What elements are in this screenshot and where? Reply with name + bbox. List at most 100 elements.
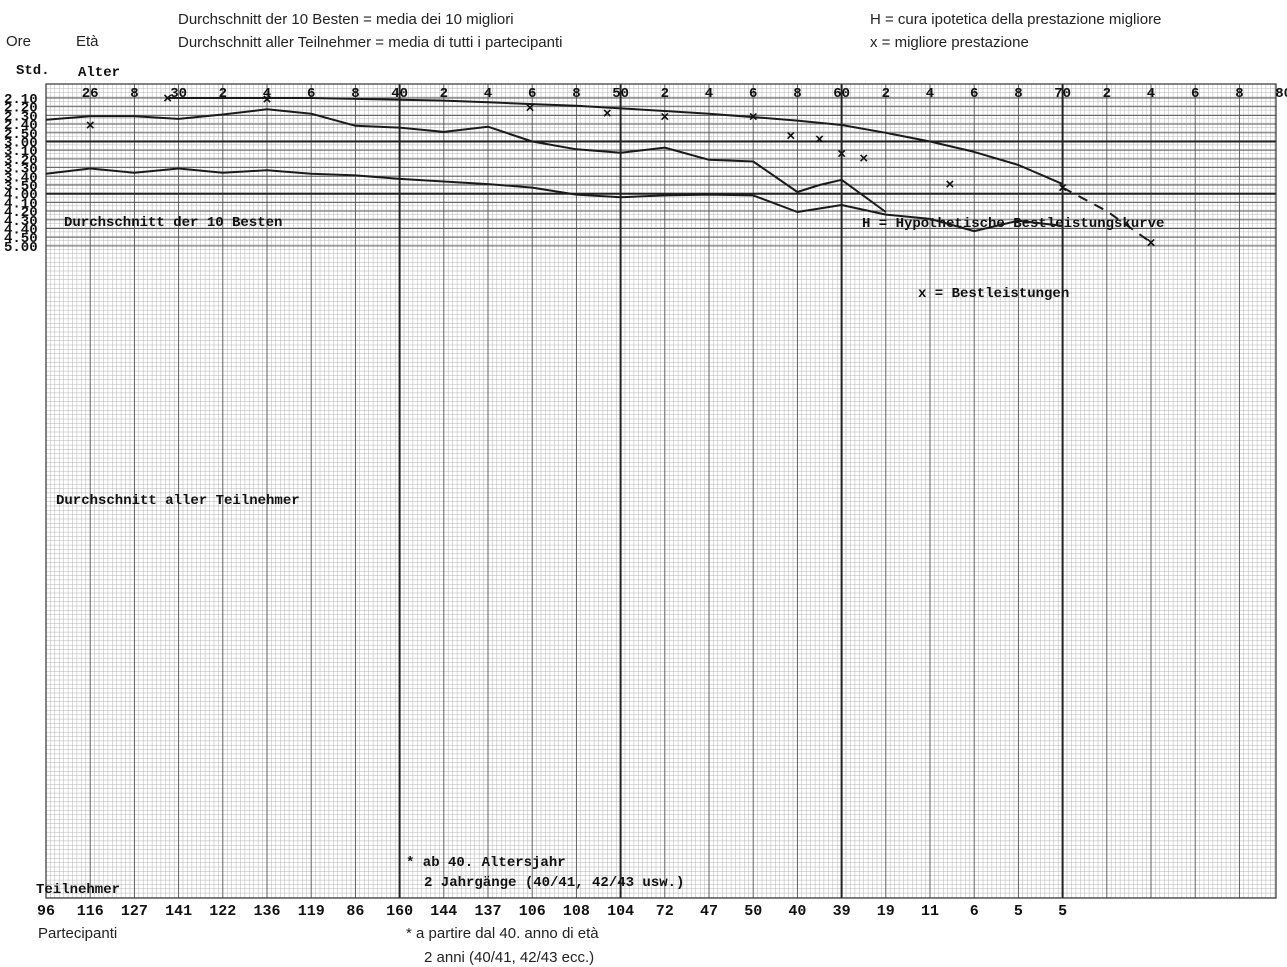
participant-count: 104 [607,903,634,920]
age-tick-label: 2 [882,86,890,102]
age-tick-label: 8 [572,86,580,102]
participant-count: 122 [209,903,236,920]
participant-count: 96 [37,903,55,920]
age-tick-label: 6 [528,86,536,102]
best-performance-marker: × [837,147,846,164]
y-tick-label: 3.20 [4,153,38,169]
participant-count: 106 [519,903,546,920]
series-all-participants-line [45,167,1063,233]
participant-count: 40 [788,903,806,920]
participant-count: 136 [253,903,280,920]
series-best-10-line [45,108,887,213]
participant-count: 19 [877,903,895,920]
footnote-de-2: 2 Jahrgänge (40/41, 42/43 usw.) [424,875,684,891]
best-performance-marker: × [163,91,172,108]
age-tick-label: 70 [1054,86,1071,102]
best-performance-marker: × [1058,181,1067,198]
label-all-participants: Durchschnitt aller Teilnehmer [56,493,300,509]
participant-count: 6 [970,903,979,920]
participant-count: 11 [921,903,939,920]
legend-x-line: x = migliore prestazione [870,34,1029,51]
y-tick-label: 3.50 [4,179,38,195]
footnote-it-2: 2 anni (40/41, 42/43 ecc.) [424,949,594,966]
y-tick-label: 3.40 [4,170,38,186]
age-tick-label: 4 [705,86,713,102]
participant-count: 50 [744,903,762,920]
age-tick-label: 8 [1235,86,1243,102]
participant-count: 144 [430,903,457,920]
best-performance-marker: × [859,151,868,168]
y-tick-label: 3.30 [4,162,38,178]
age-tick-label: 6 [749,86,757,102]
fine-grid-lines [45,83,1276,898]
best-performance-marker: × [749,109,758,126]
best-performance-marker: × [945,177,954,194]
y-header-de: Std. [16,63,50,79]
participant-counts: 96 116 127 141 122 136 119 86 160 144 137 106 108 104… [37,903,1067,920]
age-tick-label: 8 [130,86,138,102]
series-hypothetical-curve [167,97,1063,186]
participant-count: 86 [346,903,364,920]
age-tick-label: 8 [793,86,801,102]
age-tick-label: 80 [1275,86,1287,102]
age-tick-label: 4 [1147,86,1155,102]
age-tick-label: 6 [970,86,978,102]
y-tick-label: 3.10 [4,144,38,160]
y-tick-label: 2.10 [4,92,38,108]
y-tick-label: 4.50 [4,231,38,247]
participant-count: 39 [833,903,851,920]
participant-count: 116 [77,903,104,920]
y-tick-label: 4.30 [4,214,38,230]
y-tick-label: 2.30 [4,109,38,125]
age-tick-label: 6 [307,86,315,102]
y-tick-label: 5.00 [4,240,38,256]
fine-grid [45,83,1276,898]
major-grid-lines [46,84,1276,898]
participant-count: 160 [386,903,413,920]
y-tick-label: 4.20 [4,205,38,221]
participants-label-de: Teilnehmer [36,882,120,898]
y-tick-label: 4.00 [4,188,38,204]
best-performance-marker: × [786,128,795,145]
participant-count: 127 [121,903,148,920]
best-performance-marker: × [86,118,95,135]
participant-count: 5 [1058,903,1067,920]
y-tick-label: 4.40 [4,223,38,239]
y-tick-label: 2.40 [4,118,38,134]
age-tick-label: 2 [661,86,669,102]
major-grid [45,83,1277,899]
age-tick-label: 26 [82,86,99,102]
footnote-de-1: * ab 40. Altersjahr [406,855,566,871]
y-tick-label: 4.10 [4,196,38,212]
participant-count: 119 [298,903,325,920]
best-performance-marker: × [603,106,612,123]
age-tick-label: 2 [440,86,448,102]
age-tick-label: 4 [484,86,492,102]
best-performance-markers: × × × × × × × × × × × × × × [86,91,1156,252]
y-tick-label: 3.00 [4,136,38,152]
label-best-10: Durchschnitt der 10 Besten [64,215,282,231]
participant-count: 137 [474,903,501,920]
best-performance-marker: × [262,92,271,109]
age-header-de: Alter [78,65,120,81]
best-performance-marker: × [525,101,534,118]
age-tick-label: 4 [926,86,934,102]
age-tick-label: 50 [612,86,629,102]
y-tick-label: 2.20 [4,101,38,117]
legend-line-2: Durchschnitt aller Teilnehmer = media di… [178,34,563,51]
label-hypothetical: H = Hypothetische Bestleistungskurve [862,216,1164,232]
age-tick-label: 6 [1191,86,1199,102]
participant-count: 141 [165,903,192,920]
best-performance-marker: × [1146,235,1155,252]
age-header-it: Età [76,33,99,50]
legend-h-line: H = cura ipotetica della prestazione mig… [870,11,1161,28]
participant-count: 108 [563,903,590,920]
best-performance-marker: × [815,132,824,149]
participant-count: 72 [656,903,674,920]
y-header-it: Ore [6,33,31,50]
legend-line-1: Durchschnitt der 10 Besten = media dei 1… [178,11,514,28]
age-tick-label: 40 [391,86,408,102]
y-tick-label: 2.50 [4,127,38,143]
age-tick-label: 2 [1103,86,1111,102]
